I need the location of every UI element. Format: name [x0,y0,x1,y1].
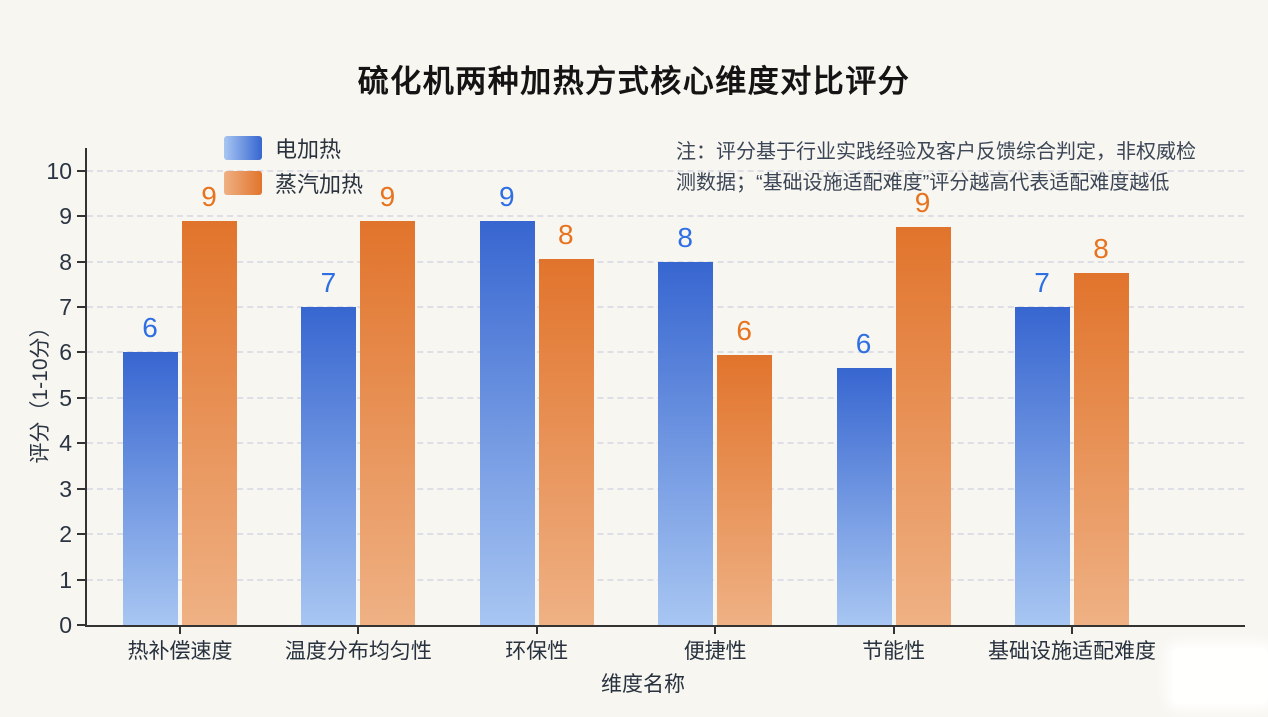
y-tick-label-7: 7 [59,293,72,320]
value-label-series1-cat5: 8 [1093,232,1109,264]
value-label-series1-cat0: 9 [201,180,217,212]
y-tick-5 [77,396,86,399]
bar-series0-cat1 [301,306,357,625]
chart-note: 注：评分基于行业实践经验及客户反馈综合判定，非权威检 测数据；“基础设施适配难度… [676,137,1256,199]
x-tick-1 [357,627,360,634]
value-label-series1-cat1: 9 [379,180,396,212]
legend-item-steam-heating[interactable]: 蒸汽加热 [224,170,364,197]
y-tick-label-5: 5 [59,384,72,411]
watermark-blur [1172,648,1268,704]
y-tick-label-2: 2 [59,521,72,548]
x-axis-line [85,625,1245,627]
x-tick-2 [535,627,538,634]
category-label-1: 温度分布均匀性 [284,640,432,663]
category-label-0: 热补偿速度 [127,640,233,663]
y-tick-label-10: 10 [46,157,72,184]
note-line-2: 测数据；“基础设施适配难度”评分越高代表适配难度越低 [676,172,1170,194]
category-label-4: 节能性 [862,640,926,663]
bar-series0-cat2 [479,220,535,625]
bar-series0-cat0 [123,352,178,625]
y-tick-6 [77,351,86,354]
chart-title: 硫化机两种加热方式核心维度对比评分 [357,64,911,99]
y-tick-4 [77,442,86,445]
bar-series0-cat5 [1015,306,1070,625]
gridline-10 [87,169,1244,172]
y-tick-label-8: 8 [59,248,72,275]
y-tick-2 [77,533,86,536]
legend-swatch-electric-heating [224,136,262,160]
legend-label-steam-heating: 蒸汽加热 [275,172,364,197]
bar-series1-cat3 [717,354,773,625]
value-label-series0-cat5: 7 [1034,266,1050,298]
legend-item-electric-heating[interactable]: 电加热 [224,135,363,162]
bar-series0-cat3 [658,261,714,625]
x-axis-title: 维度名称 [601,673,685,696]
category-label-3: 便捷性 [683,640,747,663]
y-tick-label-3: 3 [59,475,72,502]
value-label-series1-cat3: 6 [736,314,752,346]
x-tick-4 [892,627,895,634]
legend: 电加热 蒸汽加热 [224,135,363,205]
y-tick-label-6: 6 [59,339,72,366]
value-label-series0-cat2: 9 [499,180,515,212]
legend-label-electric-heating: 电加热 [275,137,342,162]
bar-series1-cat5 [1074,272,1129,625]
value-label-series0-cat3: 8 [677,221,693,253]
y-tick-10 [77,169,86,172]
gridline-9 [87,215,1244,218]
category-label-5: 基础设施适配难度 [988,640,1156,663]
x-tick-0 [179,627,181,634]
bar-series0-cat4 [836,368,892,625]
y-axis-line [85,148,87,627]
bar-series1-cat2 [538,259,594,625]
x-tick-3 [714,627,717,634]
y-tick-8 [77,260,86,263]
x-tick-5 [1071,627,1073,634]
y-tick-3 [77,487,86,490]
y-tick-0 [77,624,86,626]
y-tick-label-1: 1 [59,566,72,593]
y-tick-1 [77,578,86,581]
value-label-series0-cat0: 6 [142,312,158,344]
y-tick-7 [77,305,86,308]
bar-series1-cat0 [182,220,237,625]
legend-swatch-steam-heating [224,171,262,195]
y-tick-label-9: 9 [59,203,72,230]
value-label-series1-cat4: 9 [914,187,931,219]
y-tick-label-4: 4 [59,430,72,457]
value-label-series0-cat1: 7 [320,266,337,298]
category-label-2: 环保性 [505,640,569,663]
y-tick-9 [77,215,86,218]
bar-series1-cat1 [360,220,416,625]
y-tick-label-0: 0 [59,612,72,638]
bar-series1-cat4 [895,227,951,625]
value-label-series0-cat4: 6 [855,328,872,360]
note-line-1: 注：评分基于行业实践经验及客户反馈综合判定，非权威检 [676,141,1196,163]
value-label-series1-cat2: 8 [558,219,574,251]
